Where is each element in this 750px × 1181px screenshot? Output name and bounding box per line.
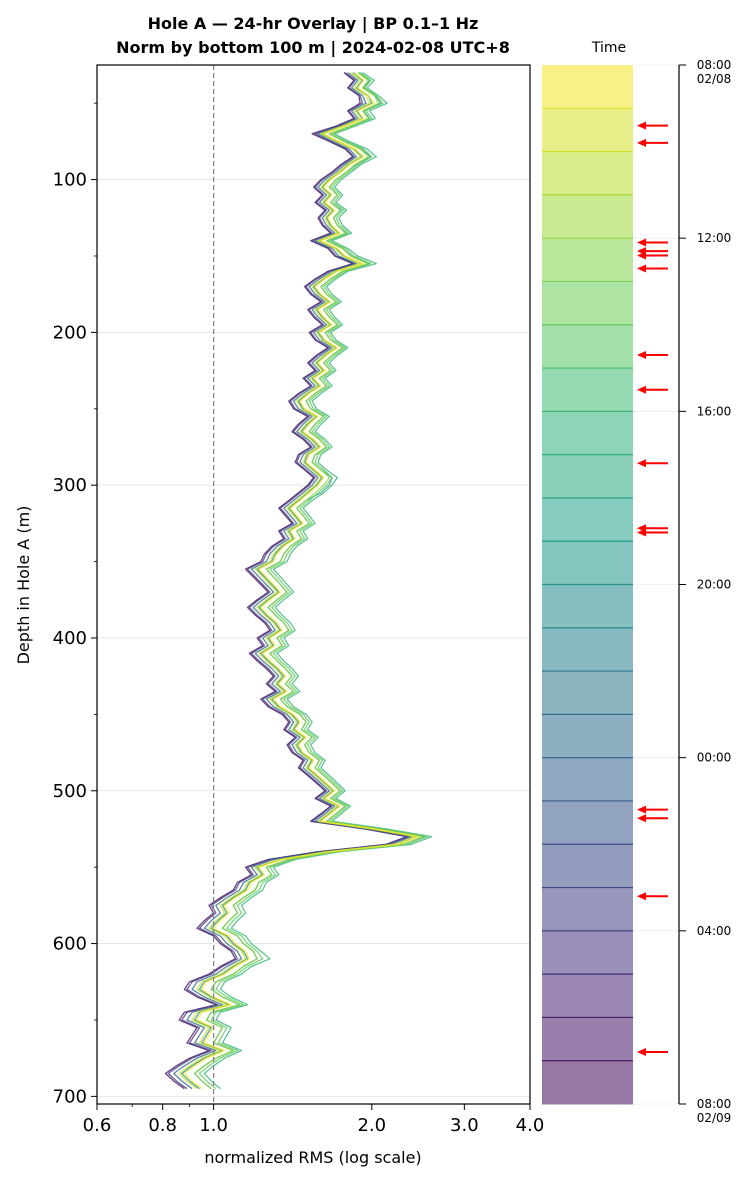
profile-line (173, 72, 413, 1090)
colorbar-title: Time (591, 40, 626, 56)
event-arrow-head (637, 459, 646, 468)
y-axis-label: Depth in Hole A (m) (14, 506, 33, 665)
colorbar-ticks: 08:0002/0812:0016:0020:0000:0004:0008:00… (678, 58, 732, 1125)
x-tick-label: 2.0 (357, 1115, 386, 1136)
event-arrow-head (637, 1048, 646, 1057)
event-arrow-head (637, 351, 646, 360)
y-tick-label: 200 (53, 322, 87, 343)
event-arrow-head (637, 251, 646, 260)
y-tick-label: 100 (53, 170, 87, 191)
colorbar-bin (542, 368, 633, 412)
colorbar-bin (542, 541, 633, 585)
x-tick-label: 4.0 (516, 1115, 545, 1136)
profile-line (167, 72, 410, 1090)
colorbar-bin (542, 714, 633, 759)
y-tick-label: 500 (53, 781, 87, 802)
colorbar-tick-date: 02/09 (697, 1111, 732, 1125)
colorbar-bin (542, 671, 633, 715)
colorbar-bin (542, 974, 633, 1018)
colorbar-bin (542, 844, 633, 889)
colorbar-bin (542, 411, 633, 456)
colorbar-bin (542, 930, 633, 975)
profile-line (178, 72, 416, 1090)
event-arrow-head (637, 892, 646, 901)
y-tick-label: 600 (53, 934, 87, 955)
event-arrow-head (637, 264, 646, 273)
colorbar-bin (542, 238, 633, 282)
colorbar-tick-label: 04:00 (697, 924, 732, 938)
colorbar-bin (542, 108, 633, 153)
y-axis-ticks: 100 200 300 400 500 600 700 (53, 102, 97, 1107)
colorbar-bin (542, 1017, 633, 1062)
colorbar-tick-label: 08:00 (697, 58, 732, 72)
colorbar-bin (542, 281, 633, 326)
colorbar-bin (542, 757, 633, 802)
colorbar-tick-label: 08:00 (697, 1097, 732, 1111)
event-arrow-head (637, 805, 646, 814)
event-arrow-head (637, 528, 646, 537)
colorbar-tick-date: 02/08 (697, 72, 732, 86)
profile-line (198, 72, 428, 1090)
chart-title-line2: Norm by bottom 100 m | 2024-02-08 UTC+8 (116, 38, 510, 58)
event-arrow-head (637, 121, 646, 130)
colorbar-tick-label: 20:00 (697, 578, 732, 592)
profile-line (203, 72, 433, 1090)
colorbar-bin (542, 151, 633, 196)
colorbar-tick-label: 00:00 (697, 751, 732, 765)
plot-frame (96, 64, 531, 1105)
colorbar-bin (542, 497, 633, 542)
colorbar-bin (542, 584, 633, 629)
horizontal-grid (97, 179, 530, 1097)
colorbar-bin (542, 194, 633, 239)
time-colorbar (542, 64, 678, 1105)
colorbar-tick-label: 12:00 (697, 231, 732, 245)
colorbar-bin (542, 800, 633, 845)
chart-title-line1: Hole A — 24-hr Overlay | BP 0.1–1 Hz (148, 14, 479, 34)
colorbar-bin (542, 1060, 633, 1105)
colorbar-bin (542, 627, 633, 672)
profile-line (193, 72, 424, 1090)
colorbar-bin (542, 324, 633, 369)
event-arrow-head (637, 385, 646, 394)
y-tick-label: 300 (53, 475, 87, 496)
colorbar-bin (542, 887, 633, 932)
x-tick-label: 0.6 (83, 1115, 112, 1136)
x-tick-label: 0.8 (148, 1115, 177, 1136)
x-tick-label: 3.0 (450, 1115, 479, 1136)
colorbar-bin (542, 454, 633, 499)
event-arrows (637, 121, 668, 1057)
y-tick-label: 700 (53, 1086, 87, 1107)
profile-line (183, 72, 419, 1090)
x-axis-ticks: 0.6 0.8 1.0 2.0 3.0 4.0 (83, 1104, 545, 1136)
x-axis-label: normalized RMS (log scale) (204, 1148, 421, 1167)
depth-profiles (164, 72, 433, 1090)
event-arrow-head (637, 814, 646, 823)
x-tick-label: 1.0 (199, 1115, 228, 1136)
colorbar-tick-label: 16:00 (697, 404, 732, 418)
event-arrow-head (637, 138, 646, 147)
colorbar-bin (542, 65, 633, 109)
y-tick-label: 400 (53, 628, 87, 649)
event-arrow-head (637, 238, 646, 247)
